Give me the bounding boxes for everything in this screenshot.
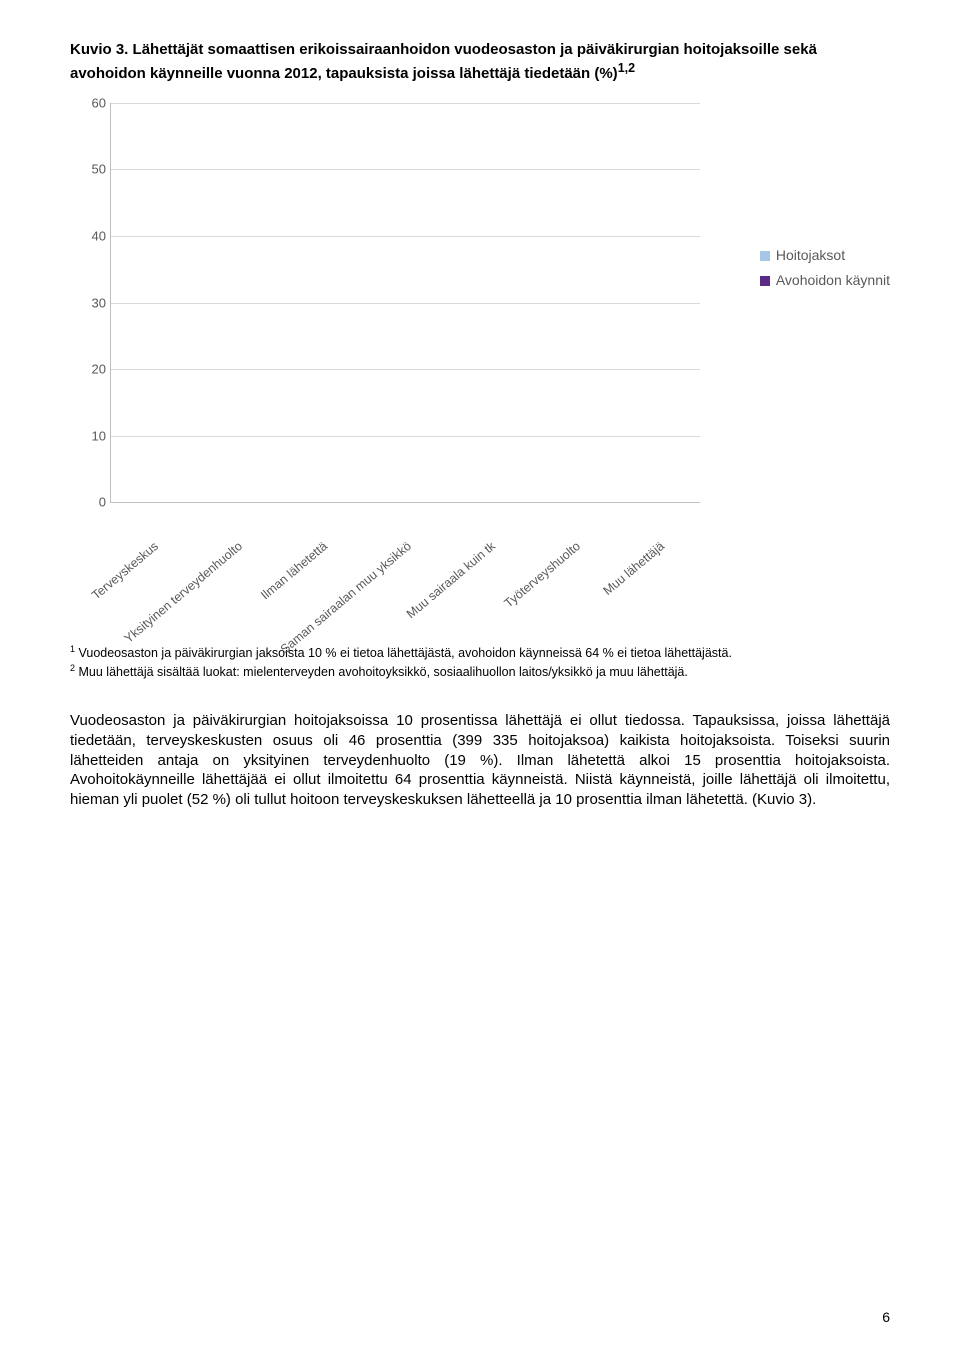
legend-item-avohoidon: Avohoidon käynnit — [760, 268, 890, 293]
grid-line — [111, 436, 700, 437]
footnote-2: 2 Muu lähettäjä sisältää luokat: mielent… — [70, 662, 890, 681]
caption-superscript: 1,2 — [618, 61, 635, 75]
footnote-2-text: Muu lähettäjä sisältää luokat: mielenter… — [79, 665, 688, 679]
x-tick-label: Ilman lähetettä — [258, 539, 330, 602]
y-tick-label: 30 — [81, 295, 106, 310]
body-paragraph: Vuodeosaston ja päiväkirurgian hoitojaks… — [70, 711, 890, 810]
legend-label: Avohoidon käynnit — [776, 268, 890, 293]
legend-swatch — [760, 251, 770, 261]
figure-caption: Kuvio 3. Lähettäjät somaattisen erikoiss… — [70, 40, 890, 83]
y-tick-label: 60 — [81, 96, 106, 111]
y-tick-label: 50 — [81, 162, 106, 177]
caption-lead: Kuvio 3. — [70, 41, 128, 58]
page-number: 6 — [882, 1309, 890, 1325]
chart-legend: Hoitojaksot Avohoidon käynnit — [760, 243, 890, 293]
legend-label: Hoitojaksot — [776, 243, 845, 268]
x-axis-labels: TerveyskeskusYksityinen terveydenhuoltoI… — [110, 533, 700, 653]
bar-chart: 0102030405060 TerveyskeskusYksityinen te… — [70, 103, 890, 533]
y-tick-label: 20 — [81, 361, 106, 376]
x-tick-label: Muu sairaala kuin tk — [404, 539, 498, 621]
grid-line — [111, 369, 700, 370]
caption-text: Lähettäjät somaattisen erikoissairaanhoi… — [70, 41, 817, 82]
x-tick-label: Työterveyshuolto — [501, 539, 582, 610]
plot-area: 0102030405060 — [110, 103, 700, 503]
x-tick-label: Terveyskeskus — [89, 539, 161, 602]
grid-line — [111, 169, 700, 170]
x-tick-label: Muu lähettäjä — [600, 539, 667, 598]
grid-line — [111, 103, 700, 104]
legend-item-hoitojaksot: Hoitojaksot — [760, 243, 890, 268]
y-tick-label: 0 — [81, 495, 106, 510]
y-tick-label: 10 — [81, 428, 106, 443]
y-tick-label: 40 — [81, 228, 106, 243]
grid-line — [111, 236, 700, 237]
grid-line — [111, 303, 700, 304]
legend-swatch — [760, 276, 770, 286]
